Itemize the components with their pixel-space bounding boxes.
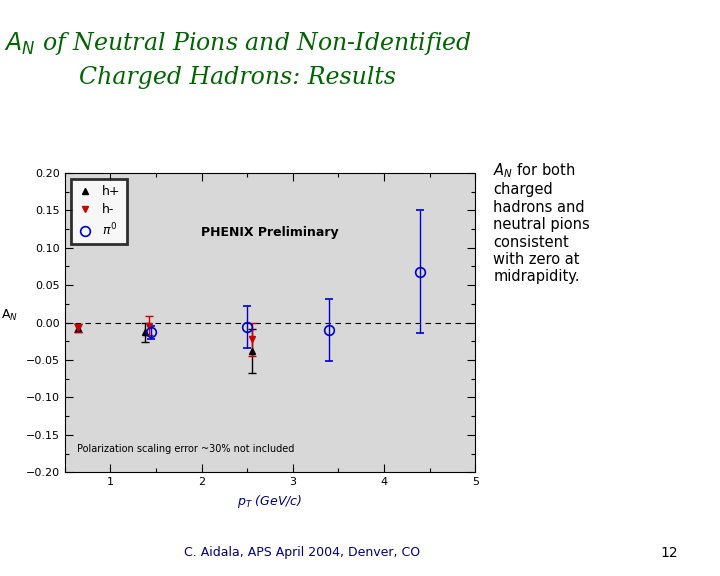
Text: $A_N$ of Neutral Pions and Non-Identified: $A_N$ of Neutral Pions and Non-Identifie… <box>4 30 472 56</box>
Text: 12: 12 <box>661 546 678 560</box>
Y-axis label: A$_N$: A$_N$ <box>1 308 18 323</box>
Text: C. Aidala, APS April 2004, Denver, CO: C. Aidala, APS April 2004, Denver, CO <box>184 547 420 559</box>
Text: $A_N$ for both
charged
hadrons and
neutral pions
consistent
with zero at
midrapi: $A_N$ for both charged hadrons and neutr… <box>493 161 590 285</box>
Text: Charged Hadrons: Results: Charged Hadrons: Results <box>79 66 396 89</box>
Text: PHENIX Preliminary: PHENIX Preliminary <box>201 226 339 239</box>
X-axis label: p$_T$ (GeV/c): p$_T$ (GeV/c) <box>238 492 302 510</box>
Legend: h+, h-, $\pi^0$: h+, h-, $\pi^0$ <box>71 179 127 244</box>
Text: Polarization scaling error ~30% not included: Polarization scaling error ~30% not incl… <box>77 444 294 454</box>
